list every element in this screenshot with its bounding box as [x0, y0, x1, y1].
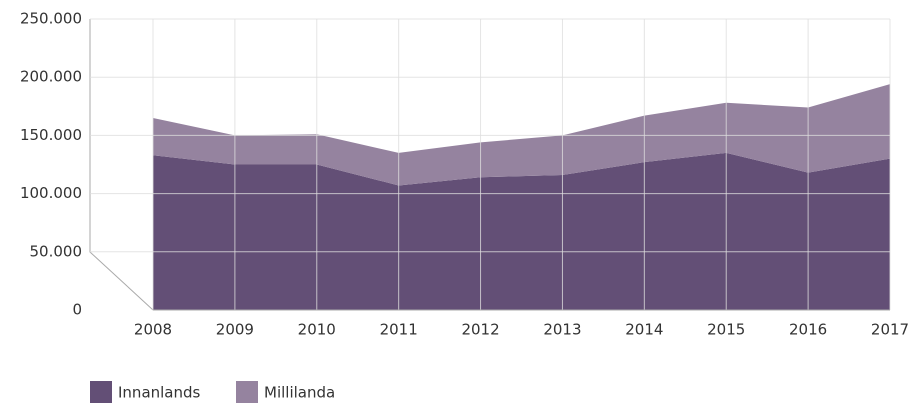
x-tick-label: 2017 [871, 321, 909, 339]
area [153, 152, 890, 310]
x-tick-label: 2016 [789, 321, 827, 339]
x-tick-label: 2015 [707, 321, 745, 339]
area [153, 84, 890, 186]
y-tick-label: 200.000 [20, 68, 82, 86]
legend-label: Innanlands [118, 384, 201, 402]
x-tick-label: 2012 [461, 321, 499, 339]
x-tick-label: 2008 [134, 321, 172, 339]
x-tick-label: 2011 [380, 321, 418, 339]
x-tick-label: 2009 [216, 321, 254, 339]
y-tick-label: 250.000 [20, 10, 82, 28]
y-tick-label: 50.000 [30, 242, 83, 260]
y-tick-label: 150.000 [20, 126, 82, 144]
legend-label: Millilanda [264, 384, 335, 402]
x-tick-label: 2013 [543, 321, 581, 339]
legend-swatch [90, 381, 112, 403]
legend-swatch [236, 381, 258, 403]
y-tick-label: 100.000 [20, 184, 82, 202]
x-tick-label: 2010 [298, 321, 336, 339]
axis-line [89, 19, 154, 311]
x-tick-label: 2014 [625, 321, 663, 339]
y-tick-label: 0 [72, 301, 82, 319]
